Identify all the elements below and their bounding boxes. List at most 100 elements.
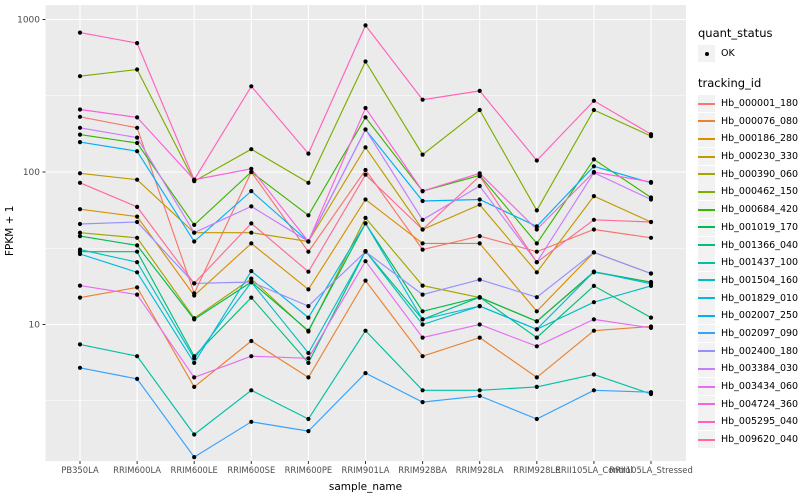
data-point [135, 270, 140, 275]
legend-key-box [698, 431, 715, 449]
data-point [77, 140, 83, 145]
data-point [534, 224, 539, 229]
legend-key-box [698, 395, 715, 413]
legend-line-icon [698, 208, 715, 211]
data-point [477, 322, 482, 327]
data-point [591, 98, 597, 103]
legend-item-label: OK [721, 48, 735, 60]
data-point [477, 393, 482, 398]
data-point [591, 227, 597, 232]
data-point [306, 239, 311, 244]
legend-item-label: Hb_001366_040 [721, 239, 799, 251]
data-point [534, 158, 539, 163]
legend-item-Hb_000462_150: Hb_000462_150 [698, 183, 798, 201]
legend-line-icon [698, 261, 715, 264]
data-point [648, 315, 654, 320]
data-point [534, 344, 539, 349]
data-point [420, 97, 425, 102]
data-point [249, 166, 254, 171]
data-point [192, 222, 197, 227]
x-tick-label: RRIM600LA [113, 465, 161, 475]
data-point [420, 189, 425, 194]
data-point [648, 271, 654, 276]
x-tick-label: RRII105LA_Control [555, 465, 633, 475]
data-point [135, 67, 140, 72]
data-point [477, 88, 482, 93]
y-tick-label: 1000 [17, 16, 40, 26]
data-point [420, 388, 425, 393]
data-point [363, 145, 368, 150]
data-point [648, 325, 654, 330]
legend-line-icon [698, 332, 715, 335]
legend-item-Hb_000186_280: Hb_000186_280 [698, 130, 798, 148]
x-tick-label: RRIM600PE [285, 465, 333, 475]
data-point [135, 204, 140, 209]
data-point [306, 287, 311, 292]
data-point [249, 338, 254, 344]
legend-item-label: Hb_000462_150 [721, 186, 799, 198]
legend-key-box [698, 324, 715, 342]
data-point [135, 243, 140, 248]
y-tick-label: 10 [29, 321, 41, 331]
data-point [420, 152, 425, 157]
legend-key-box [698, 112, 715, 130]
legend-line-icon [698, 190, 715, 193]
data-point [363, 259, 368, 264]
data-point [77, 30, 83, 35]
ok-key-box [698, 45, 715, 63]
data-point [249, 84, 254, 89]
data-point [192, 281, 197, 286]
legend-item-label: Hb_000001_180 [721, 98, 799, 110]
legend-item-Hb_000684_420: Hb_000684_420 [698, 201, 798, 219]
legend-key-box [698, 148, 715, 166]
legend-item-Hb_001504_160: Hb_001504_160 [698, 271, 798, 290]
legend-key-box [698, 95, 715, 113]
legend-line-icon [698, 102, 715, 105]
data-point [192, 375, 197, 380]
legend-line-icon [698, 173, 715, 176]
legend-line-icon [698, 279, 715, 282]
data-point [249, 419, 254, 424]
data-point [135, 249, 140, 254]
legend-item-label: Hb_002097_090 [721, 327, 799, 339]
data-point [648, 179, 654, 185]
data-point [192, 177, 197, 182]
data-point [135, 214, 140, 219]
data-point [420, 292, 425, 297]
data-point [534, 375, 539, 380]
data-point [591, 283, 597, 288]
data-point [534, 335, 539, 340]
legend-key-box [698, 201, 715, 219]
legend-item-Hb_001366_040: Hb_001366_040 [698, 236, 798, 254]
data-point [363, 59, 368, 64]
ok-point-icon [704, 51, 709, 56]
legend-item-label: Hb_005295_040 [721, 416, 799, 428]
legend-line-icon [698, 314, 715, 317]
legend-item-label: Hb_001437_100 [721, 257, 799, 269]
legend-item-Hb_004724_360: Hb_004724_360 [698, 395, 798, 413]
legend-key-box [698, 360, 715, 378]
data-point [534, 416, 539, 422]
data-point [363, 172, 368, 177]
data-point [135, 115, 140, 120]
data-point [306, 375, 311, 380]
legend-line-icon [698, 297, 715, 300]
legend-item-Hb_000390_060: Hb_000390_060 [698, 165, 798, 183]
data-point [534, 309, 539, 314]
data-point [135, 292, 140, 297]
legend-item-label: Hb_002400_180 [721, 345, 799, 357]
data-point [135, 219, 140, 225]
data-point [591, 169, 597, 175]
legend-line-icon [698, 120, 715, 123]
data-point [192, 239, 197, 244]
data-point [591, 250, 597, 255]
data-point [306, 151, 311, 156]
data-point [477, 295, 482, 300]
data-point [477, 241, 482, 246]
legend-line-icon [698, 155, 715, 158]
data-point [648, 197, 654, 202]
legend-item-Hb_000076_080: Hb_000076_080 [698, 112, 798, 130]
legend-item-label: Hb_004724_360 [721, 398, 799, 410]
legend-key-box [698, 271, 715, 289]
data-point [77, 125, 83, 130]
